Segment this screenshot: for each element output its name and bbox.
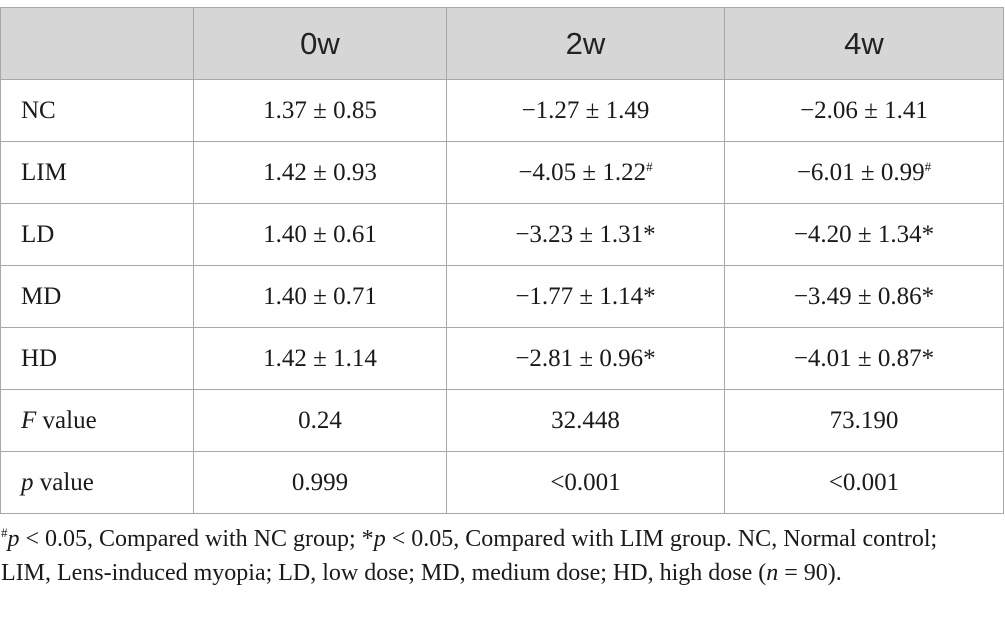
cell-value: −4.01 ± 0.87* — [793, 344, 935, 372]
table-cell: 73.190 — [724, 389, 1004, 452]
cell-value: −4.05 ± 1.22 — [518, 158, 647, 186]
row-label-nc: NC — [0, 79, 194, 142]
cell-value: 0.24 — [298, 406, 342, 434]
table-cell: −6.01 ± 0.99# — [724, 141, 1004, 204]
table-row: NC 1.37 ± 0.85 −1.27 ± 1.49 −2.06 ± 1.41 — [0, 79, 1004, 142]
row-label-text: value — [36, 406, 97, 434]
table-cell: 1.42 ± 1.14 — [193, 327, 447, 390]
significance-mark: # — [924, 158, 932, 174]
footnote-p-symbol: p — [373, 526, 386, 552]
table-cell: <0.001 — [446, 451, 725, 514]
table-header-row: 0w 2w 4w — [0, 7, 1004, 80]
footnote-hash-mark: # — [1, 525, 8, 540]
cell-value: −2.81 ± 0.96* — [515, 344, 656, 372]
cell-value: <0.001 — [550, 468, 621, 496]
table-cell: 1.37 ± 0.85 — [193, 79, 447, 142]
table-cell: −2.06 ± 1.41 — [724, 79, 1004, 142]
header-cell-empty — [0, 7, 194, 80]
footnote-text: = 90). — [778, 560, 842, 586]
table-cell: 0.999 — [193, 451, 447, 514]
cell-value: −1.77 ± 1.14* — [515, 282, 656, 310]
row-label-hd: HD — [0, 327, 194, 390]
table-cell: −3.23 ± 1.31* — [446, 203, 725, 266]
table-cell: −2.81 ± 0.96* — [446, 327, 725, 390]
table-cell: 1.40 ± 0.61 — [193, 203, 447, 266]
cell-value: 0.999 — [291, 468, 349, 496]
cell-value: −4.20 ± 1.34* — [793, 220, 935, 248]
table-cell: 1.40 ± 0.71 — [193, 265, 447, 328]
row-label-lim: LIM — [0, 141, 194, 204]
header-cell-4w: 4w — [724, 7, 1004, 80]
cell-value: −3.23 ± 1.31* — [515, 220, 656, 248]
cell-value: 32.448 — [551, 406, 620, 434]
row-label-f-value: F value — [0, 389, 194, 452]
table-row: p value 0.999 <0.001 <0.001 — [0, 451, 1004, 514]
table-cell: <0.001 — [724, 451, 1004, 514]
f-symbol: F — [21, 406, 37, 434]
cell-value: 1.42 ± 0.93 — [263, 158, 377, 186]
cell-value: 1.40 ± 0.71 — [263, 282, 377, 310]
cell-value: −3.49 ± 0.86* — [793, 282, 935, 310]
row-label-md: MD — [0, 265, 194, 328]
cell-value: <0.001 — [828, 468, 900, 496]
table-cell: 0.24 — [193, 389, 447, 452]
table-cell: −4.20 ± 1.34* — [724, 203, 1004, 266]
footnote-text: < 0.05, Compared with LIM group. NC, Nor… — [1, 526, 938, 586]
row-label-ld: LD — [0, 203, 194, 266]
table-cell: −4.01 ± 0.87* — [724, 327, 1004, 390]
table-cell: 1.42 ± 0.93 — [193, 141, 447, 204]
header-cell-0w: 0w — [193, 7, 447, 80]
row-label-p-value: p value — [0, 451, 194, 514]
table-row: HD 1.42 ± 1.14 −2.81 ± 0.96* −4.01 ± 0.8… — [0, 327, 1004, 390]
cell-value: −6.01 ± 0.99 — [796, 158, 925, 186]
table-cell: −1.77 ± 1.14* — [446, 265, 725, 328]
data-table: 0w 2w 4w NC 1.37 ± 0.85 −1.27 ± 1.49 −2.… — [0, 7, 1004, 514]
table-row: LIM 1.42 ± 0.93 −4.05 ± 1.22# −6.01 ± 0.… — [0, 141, 1004, 204]
table-cell: −4.05 ± 1.22# — [446, 141, 725, 204]
cell-value: −1.27 ± 1.49 — [521, 96, 650, 124]
cell-value: 73.190 — [829, 406, 899, 434]
cell-value: 1.42 ± 1.14 — [263, 344, 377, 372]
table-cell: −1.27 ± 1.49 — [446, 79, 725, 142]
cell-value: −2.06 ± 1.41 — [800, 96, 928, 124]
footnote-p-symbol: p — [7, 526, 20, 552]
footnote-text: < 0.05, Compared with NC group; * — [19, 526, 374, 552]
table-cell: 32.448 — [446, 389, 725, 452]
table-row: LD 1.40 ± 0.61 −3.23 ± 1.31* −4.20 ± 1.3… — [0, 203, 1004, 266]
significance-mark: # — [646, 158, 653, 174]
cell-value: 1.40 ± 0.61 — [263, 220, 377, 248]
row-label-text: value — [33, 468, 94, 496]
table-footnote: #p < 0.05, Compared with NC group; *p < … — [1, 522, 991, 590]
p-symbol: p — [21, 468, 34, 496]
footnote-n-symbol: n — [766, 560, 779, 586]
table-row: MD 1.40 ± 0.71 −1.77 ± 1.14* −3.49 ± 0.8… — [0, 265, 1004, 328]
header-cell-2w: 2w — [446, 7, 725, 80]
table-cell: −3.49 ± 0.86* — [724, 265, 1004, 328]
cell-value: 1.37 ± 0.85 — [263, 96, 377, 124]
table-row: F value 0.24 32.448 73.190 — [0, 389, 1004, 452]
